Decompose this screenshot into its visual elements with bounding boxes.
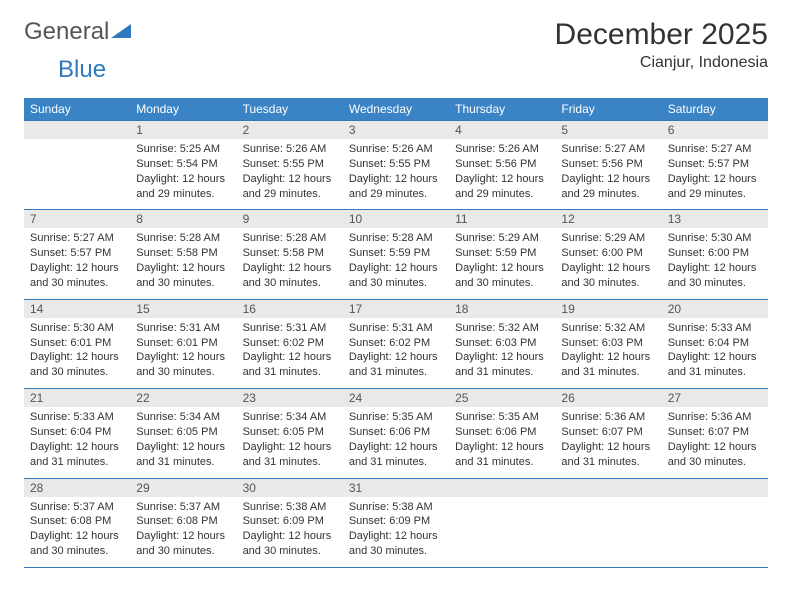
weekday-header: Friday bbox=[555, 98, 661, 121]
logo-word1: General bbox=[24, 18, 109, 46]
page-title: December 2025 bbox=[555, 18, 768, 52]
weekday-header: Tuesday bbox=[237, 98, 343, 121]
day-details: Sunrise: 5:34 AMSunset: 6:05 PMDaylight:… bbox=[130, 407, 236, 477]
day-number: 8 bbox=[130, 210, 236, 228]
day-number: 10 bbox=[343, 210, 449, 228]
weekday-header: Thursday bbox=[449, 98, 555, 121]
day-details: Sunrise: 5:28 AMSunset: 5:58 PMDaylight:… bbox=[237, 228, 343, 298]
day-details bbox=[449, 497, 555, 555]
logo: General bbox=[24, 18, 133, 46]
details-row: Sunrise: 5:27 AMSunset: 5:57 PMDaylight:… bbox=[24, 228, 768, 299]
day-number bbox=[24, 121, 130, 139]
day-number: 4 bbox=[449, 121, 555, 139]
day-details: Sunrise: 5:36 AMSunset: 6:07 PMDaylight:… bbox=[662, 407, 768, 477]
day-details: Sunrise: 5:34 AMSunset: 6:05 PMDaylight:… bbox=[237, 407, 343, 477]
day-number: 13 bbox=[662, 210, 768, 228]
details-row: Sunrise: 5:33 AMSunset: 6:04 PMDaylight:… bbox=[24, 407, 768, 478]
day-details: Sunrise: 5:31 AMSunset: 6:02 PMDaylight:… bbox=[343, 318, 449, 388]
day-details: Sunrise: 5:35 AMSunset: 6:06 PMDaylight:… bbox=[343, 407, 449, 477]
day-number: 21 bbox=[24, 389, 130, 407]
day-details: Sunrise: 5:30 AMSunset: 6:00 PMDaylight:… bbox=[662, 228, 768, 298]
day-details: Sunrise: 5:32 AMSunset: 6:03 PMDaylight:… bbox=[555, 318, 661, 388]
day-details: Sunrise: 5:25 AMSunset: 5:54 PMDaylight:… bbox=[130, 139, 236, 209]
day-details bbox=[662, 497, 768, 555]
details-row: Sunrise: 5:37 AMSunset: 6:08 PMDaylight:… bbox=[24, 497, 768, 568]
daynum-row: 28293031 bbox=[24, 478, 768, 497]
details-row: Sunrise: 5:25 AMSunset: 5:54 PMDaylight:… bbox=[24, 139, 768, 210]
daynum-row: 78910111213 bbox=[24, 210, 768, 229]
day-details: Sunrise: 5:28 AMSunset: 5:58 PMDaylight:… bbox=[130, 228, 236, 298]
calendar-table: Sunday Monday Tuesday Wednesday Thursday… bbox=[24, 98, 768, 568]
day-details: Sunrise: 5:26 AMSunset: 5:55 PMDaylight:… bbox=[343, 139, 449, 209]
day-details: Sunrise: 5:33 AMSunset: 6:04 PMDaylight:… bbox=[24, 407, 130, 477]
day-number: 9 bbox=[237, 210, 343, 228]
day-number: 30 bbox=[237, 479, 343, 497]
day-number: 1 bbox=[130, 121, 236, 139]
day-number: 29 bbox=[130, 479, 236, 497]
day-details: Sunrise: 5:29 AMSunset: 6:00 PMDaylight:… bbox=[555, 228, 661, 298]
day-number: 26 bbox=[555, 389, 661, 407]
day-details bbox=[24, 139, 130, 197]
footer-rule bbox=[24, 567, 768, 568]
day-number bbox=[662, 479, 768, 497]
day-details: Sunrise: 5:27 AMSunset: 5:57 PMDaylight:… bbox=[662, 139, 768, 209]
day-number: 23 bbox=[237, 389, 343, 407]
day-details: Sunrise: 5:31 AMSunset: 6:02 PMDaylight:… bbox=[237, 318, 343, 388]
day-number: 27 bbox=[662, 389, 768, 407]
day-number: 2 bbox=[237, 121, 343, 139]
day-number: 19 bbox=[555, 300, 661, 318]
day-details: Sunrise: 5:37 AMSunset: 6:08 PMDaylight:… bbox=[130, 497, 236, 567]
day-number bbox=[449, 479, 555, 497]
day-details: Sunrise: 5:37 AMSunset: 6:08 PMDaylight:… bbox=[24, 497, 130, 567]
weekday-header: Monday bbox=[130, 98, 236, 121]
weekday-header-row: Sunday Monday Tuesday Wednesday Thursday… bbox=[24, 98, 768, 121]
day-number: 7 bbox=[24, 210, 130, 228]
day-number: 31 bbox=[343, 479, 449, 497]
day-details: Sunrise: 5:33 AMSunset: 6:04 PMDaylight:… bbox=[662, 318, 768, 388]
title-block: December 2025 Cianjur, Indonesia bbox=[555, 18, 768, 72]
day-number bbox=[555, 479, 661, 497]
day-number: 15 bbox=[130, 300, 236, 318]
logo-triangle-icon bbox=[111, 24, 131, 40]
day-number: 22 bbox=[130, 389, 236, 407]
day-number: 14 bbox=[24, 300, 130, 318]
day-details: Sunrise: 5:32 AMSunset: 6:03 PMDaylight:… bbox=[449, 318, 555, 388]
day-details: Sunrise: 5:35 AMSunset: 6:06 PMDaylight:… bbox=[449, 407, 555, 477]
daynum-row: 14151617181920 bbox=[24, 299, 768, 318]
day-details: Sunrise: 5:36 AMSunset: 6:07 PMDaylight:… bbox=[555, 407, 661, 477]
day-details: Sunrise: 5:27 AMSunset: 5:57 PMDaylight:… bbox=[24, 228, 130, 298]
daynum-row: 123456 bbox=[24, 121, 768, 140]
weekday-header: Saturday bbox=[662, 98, 768, 121]
day-details: Sunrise: 5:31 AMSunset: 6:01 PMDaylight:… bbox=[130, 318, 236, 388]
day-details bbox=[555, 497, 661, 555]
day-number: 25 bbox=[449, 389, 555, 407]
day-number: 20 bbox=[662, 300, 768, 318]
day-details: Sunrise: 5:26 AMSunset: 5:55 PMDaylight:… bbox=[237, 139, 343, 209]
day-number: 24 bbox=[343, 389, 449, 407]
day-number: 28 bbox=[24, 479, 130, 497]
day-number: 11 bbox=[449, 210, 555, 228]
day-details: Sunrise: 5:28 AMSunset: 5:59 PMDaylight:… bbox=[343, 228, 449, 298]
day-details: Sunrise: 5:26 AMSunset: 5:56 PMDaylight:… bbox=[449, 139, 555, 209]
daynum-row: 21222324252627 bbox=[24, 389, 768, 408]
day-details: Sunrise: 5:38 AMSunset: 6:09 PMDaylight:… bbox=[237, 497, 343, 567]
day-number: 17 bbox=[343, 300, 449, 318]
day-details: Sunrise: 5:27 AMSunset: 5:56 PMDaylight:… bbox=[555, 139, 661, 209]
day-number: 6 bbox=[662, 121, 768, 139]
weekday-header: Wednesday bbox=[343, 98, 449, 121]
logo-word2: Blue bbox=[58, 56, 106, 83]
day-number: 3 bbox=[343, 121, 449, 139]
weekday-header: Sunday bbox=[24, 98, 130, 121]
day-number: 5 bbox=[555, 121, 661, 139]
day-details: Sunrise: 5:30 AMSunset: 6:01 PMDaylight:… bbox=[24, 318, 130, 388]
day-number: 18 bbox=[449, 300, 555, 318]
location: Cianjur, Indonesia bbox=[555, 54, 768, 72]
day-number: 12 bbox=[555, 210, 661, 228]
details-row: Sunrise: 5:30 AMSunset: 6:01 PMDaylight:… bbox=[24, 318, 768, 389]
day-details: Sunrise: 5:29 AMSunset: 5:59 PMDaylight:… bbox=[449, 228, 555, 298]
day-details: Sunrise: 5:38 AMSunset: 6:09 PMDaylight:… bbox=[343, 497, 449, 567]
day-number: 16 bbox=[237, 300, 343, 318]
